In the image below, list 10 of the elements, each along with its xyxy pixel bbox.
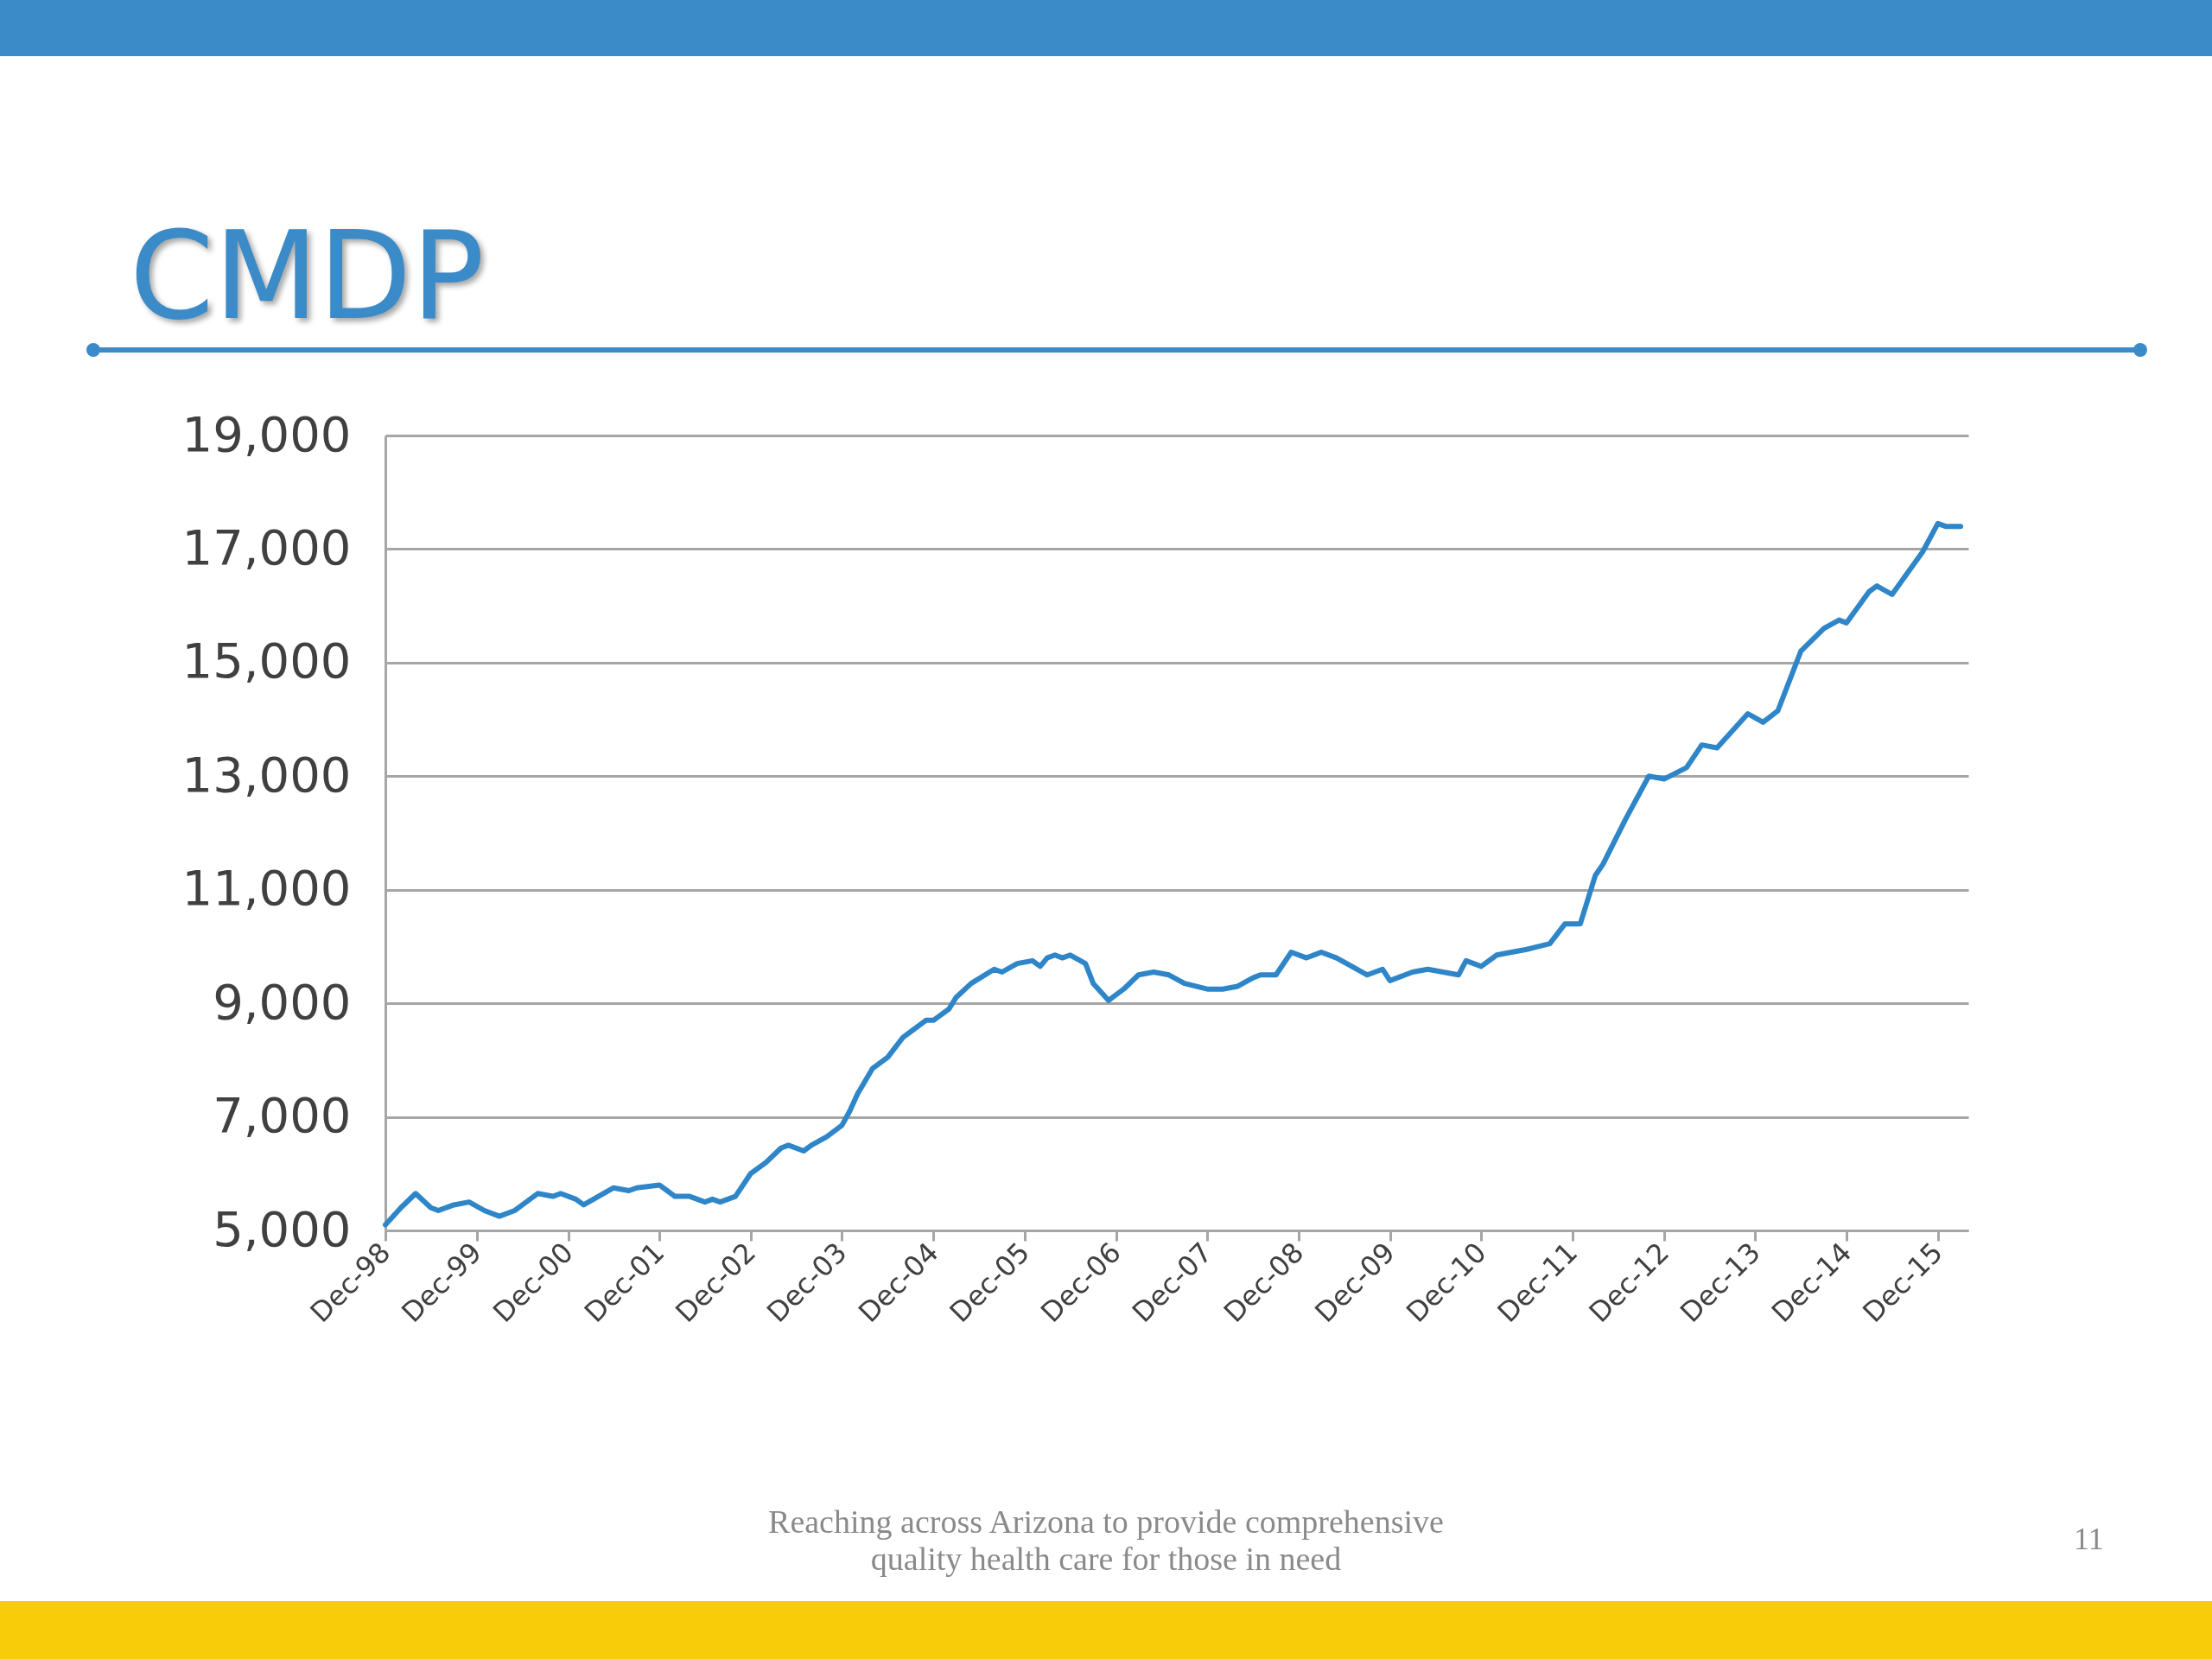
y-tick-label: 17,000 <box>181 518 352 575</box>
y-tick-label: 19,000 <box>181 405 352 462</box>
text: 11 <box>2074 1521 2104 1557</box>
chart-title: CMDP <box>130 206 485 346</box>
y-tick-label: 15,000 <box>181 632 352 690</box>
y-tick-label: 13,000 <box>181 746 352 803</box>
y-tick-label: 9,000 <box>213 973 352 1030</box>
y-tick-label: 11,000 <box>181 860 352 917</box>
text: Reaching across Arizona to provide comprehensive quality health care for those in need <box>767 1503 1445 1578</box>
y-tick-label: 7,000 <box>213 1087 352 1144</box>
